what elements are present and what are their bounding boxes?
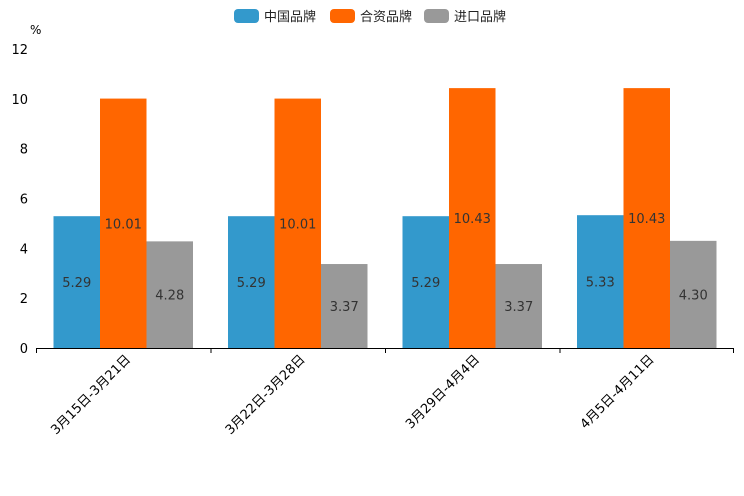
bar-data-label: 10.01: [279, 217, 316, 232]
x-tick-label: 3月29日-4月4日: [403, 352, 483, 432]
x-tick-label: 3月22日-3月28日: [223, 352, 309, 438]
bar: [146, 241, 193, 348]
legend-swatch: [424, 9, 449, 23]
bar: [670, 240, 717, 348]
bar-data-label: 3.37: [504, 300, 533, 315]
bar: [274, 98, 321, 348]
y-tick-label: 12: [11, 43, 28, 58]
bar: [449, 88, 496, 348]
legend-label: 中国品牌: [264, 9, 316, 25]
x-tick-label: 3月15日-3月21日: [48, 352, 134, 438]
legend-swatch: [234, 9, 259, 23]
bar: [53, 216, 100, 348]
bar-data-label: 5.29: [62, 276, 91, 291]
bar: [623, 88, 670, 348]
bar-data-label: 10.01: [105, 217, 142, 232]
bar-data-label: 5.29: [411, 276, 440, 291]
y-tick-label: 10: [11, 93, 28, 108]
bar: [321, 264, 368, 348]
x-axis: 3月15日-3月21日 3月22日-3月28日 3月29日-4月4日 4月5日-4月1…: [36, 348, 734, 438]
y-tick-label: 4: [20, 242, 28, 257]
y-tick-label: 6: [20, 193, 28, 208]
y-tick-label: 0: [20, 342, 28, 357]
y-tick-label: 8: [20, 143, 28, 158]
bar-data-label: 10.43: [454, 212, 491, 227]
bar-data-label: 4.30: [679, 288, 708, 303]
bar: [495, 264, 542, 348]
bar: [100, 98, 147, 348]
bar-data-label: 4.28: [155, 289, 184, 304]
legend-label: 合资品牌: [360, 9, 412, 25]
y-axis-unit-label: %: [30, 23, 41, 37]
x-tick-label: 4月5日-4月11日: [578, 352, 658, 432]
bar: [402, 216, 449, 348]
bar-data-label: 5.33: [586, 276, 615, 291]
y-axis: 0 2 4 6 8 10 12: [11, 43, 28, 357]
y-tick-label: 2: [20, 292, 28, 307]
bar: [228, 216, 275, 348]
legend-label: 进口品牌: [454, 9, 506, 25]
bar-data-label: 10.43: [628, 212, 665, 227]
bar: [577, 215, 624, 348]
bars: 5.29 10.01 4.28 5.29 10.01 3.37 5.29 10.43 3.37 5…: [53, 88, 717, 348]
legend: 中国品牌 合资品牌 进口品牌: [234, 9, 506, 25]
legend-swatch: [330, 9, 355, 23]
bar-data-label: 5.29: [237, 276, 266, 291]
bar-data-label: 3.37: [330, 300, 359, 315]
